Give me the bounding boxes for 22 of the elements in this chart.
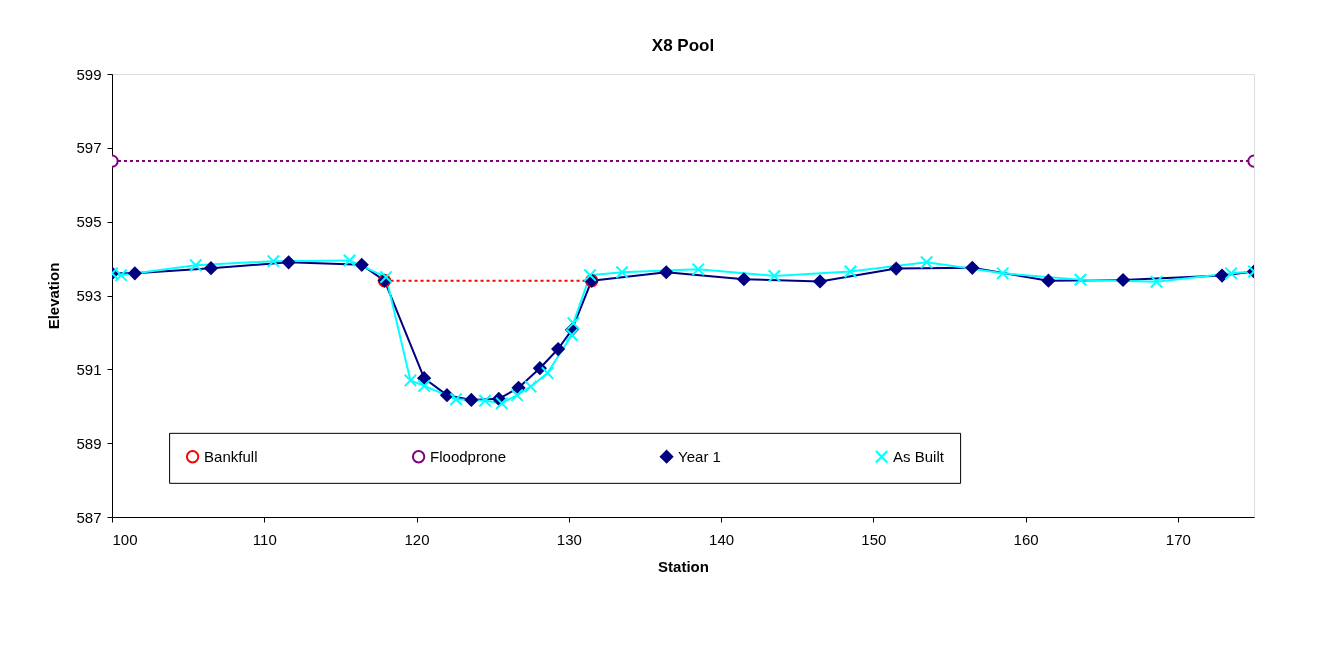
x-tick-label: 140 (709, 530, 735, 548)
y-tick-label: 591 (76, 360, 102, 378)
x-tick-label: 120 (404, 530, 430, 548)
y-tick-label: 597 (76, 139, 102, 157)
x-tick-label: 170 (1165, 530, 1191, 548)
y-tick-label: 595 (76, 213, 102, 231)
y-axis-title: Elevation (45, 262, 63, 330)
legend-label: Bankfull (204, 447, 258, 465)
y-tick-label: 589 (76, 434, 102, 452)
x-tick-label: 130 (556, 530, 582, 548)
x-axis-title: Station (658, 557, 709, 575)
y-tick-label: 587 (76, 508, 102, 526)
x-tick-label: 110 (252, 530, 277, 548)
x-tick-label: 100 (112, 530, 138, 548)
legend-label: Floodprone (430, 447, 506, 465)
legend-label: Year 1 (678, 447, 721, 465)
chart-title: X8 Pool (651, 36, 715, 55)
x-tick-label: 150 (861, 530, 887, 548)
x-tick-label: 160 (1013, 530, 1039, 548)
legend-label: As Built (893, 447, 945, 465)
y-tick-label: 593 (76, 287, 102, 304)
y-tick-label: 599 (76, 65, 102, 83)
